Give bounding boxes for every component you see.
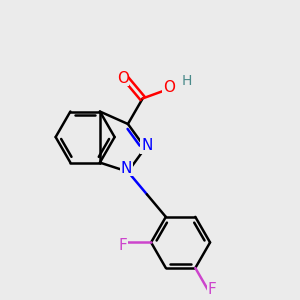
Text: O: O [117,70,129,86]
Text: F: F [119,238,128,253]
Text: H: H [182,74,193,88]
Text: F: F [208,282,217,297]
Text: O: O [163,80,175,95]
Text: N: N [121,161,132,176]
Text: N: N [141,138,152,153]
